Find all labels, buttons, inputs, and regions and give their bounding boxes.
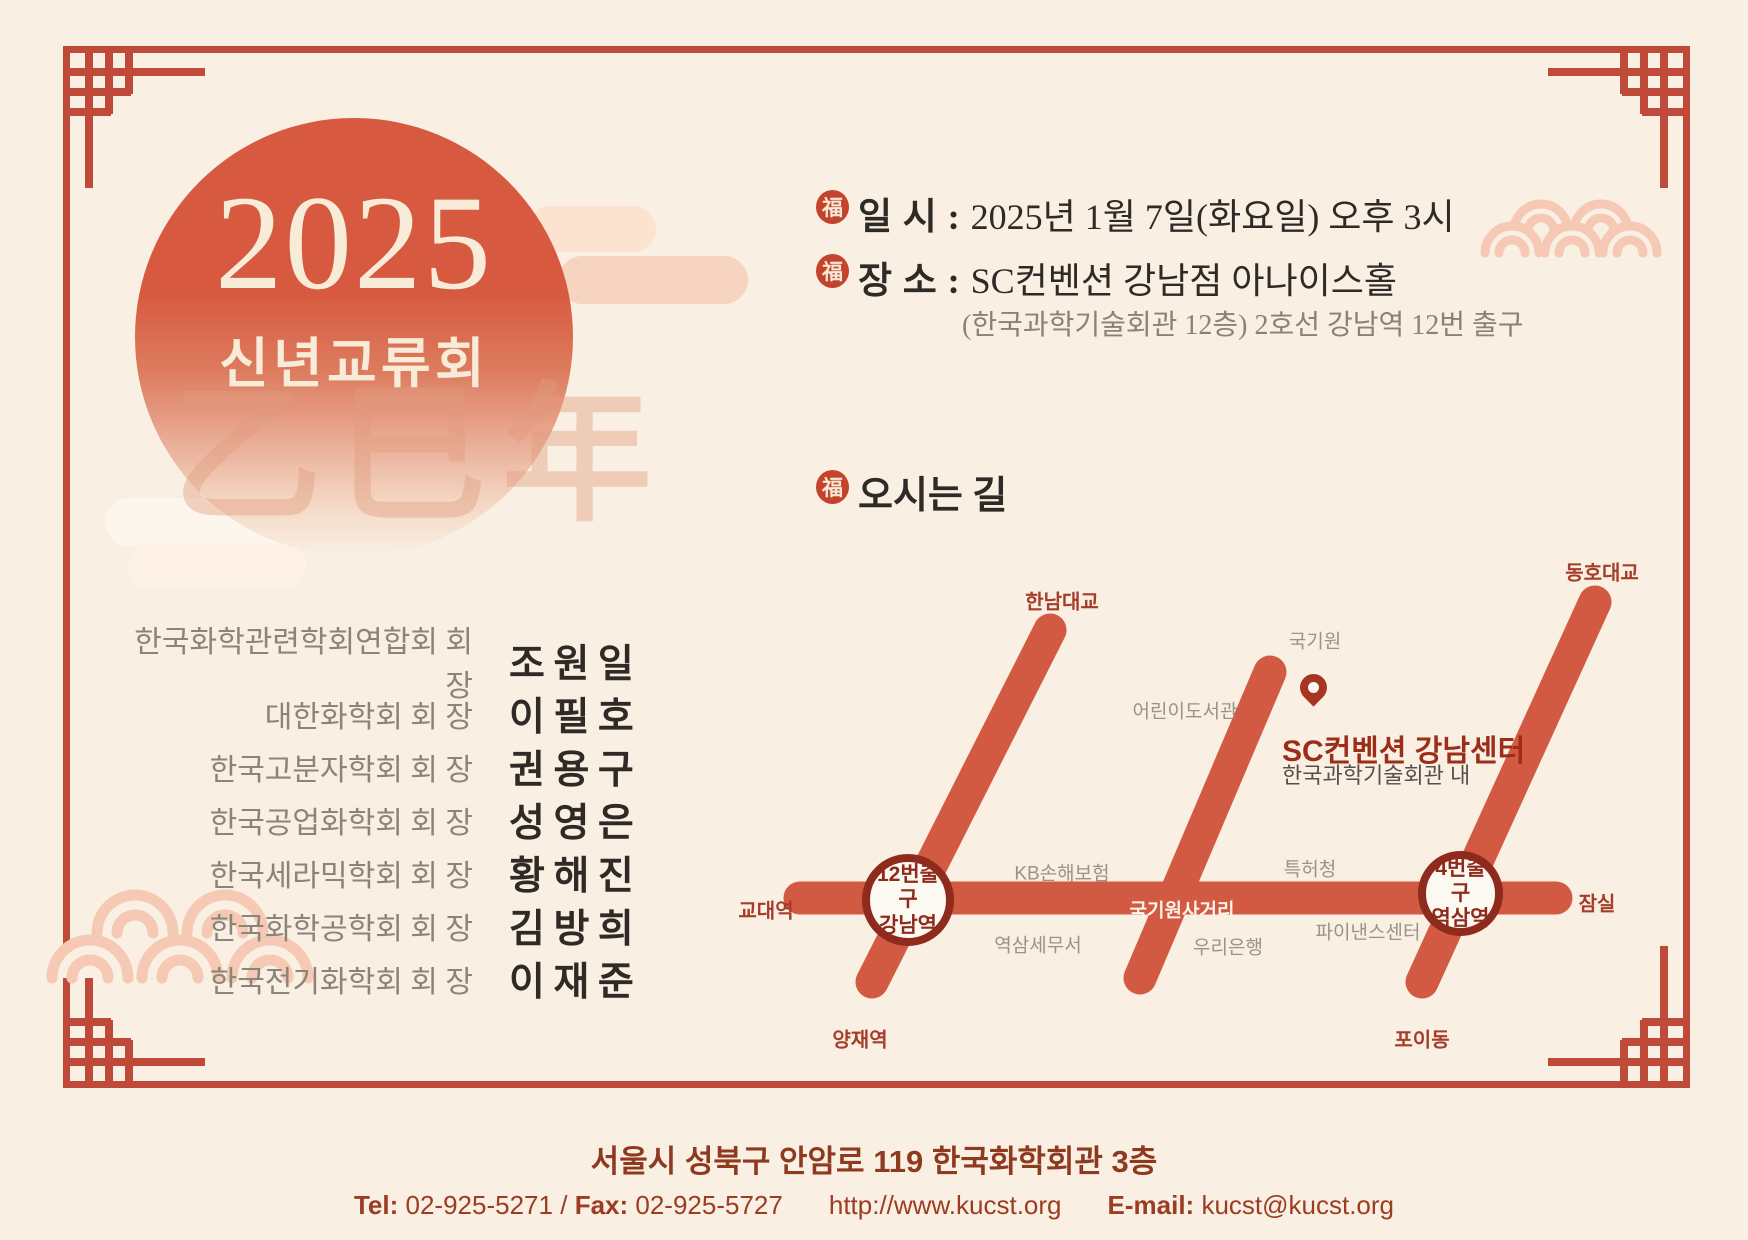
wave-decoration-top-right (1480, 199, 1662, 258)
venue-row: 장 소 : SC컨벤션 강남점 아나이스홀 (858, 250, 1397, 304)
president-name: 이필호 (509, 695, 643, 739)
president-name: 황해진 (509, 854, 643, 898)
president-name: 김방희 (509, 907, 643, 951)
year-text: 2025 (215, 169, 493, 318)
president-name: 성영은 (509, 801, 643, 845)
map-venue-sub: 한국과학기술회관 내 (1282, 763, 1471, 788)
presidents-list: 한국화학관련학회연합회 회 장 조원일 대한화학회 회 장 이필호 한국고분자학… (120, 626, 680, 1005)
list-item: 한국고분자학회 회 장 권용구 (120, 740, 680, 793)
org-label: 한국화학공학회 회 장 (209, 912, 473, 946)
fortune-badge-icon: 福 (816, 190, 849, 224)
map-label-gyodae-station: 교대역 (738, 900, 794, 923)
email-address: kucst@kucst.org (1201, 1190, 1394, 1220)
footer-email: E-mail: kucst@kucst.org (1108, 1190, 1394, 1221)
list-item: 한국전기화학회 회 장 이재준 (120, 952, 680, 1005)
list-item: 한국공업화학회 회 장 성영은 (120, 793, 680, 846)
map-label-hannam-bridge: 한남대교 (1025, 591, 1099, 614)
venue-detail: (한국과학기술회관 12층) 2호선 강남역 12번 출구 (962, 310, 1524, 341)
directions-heading: 오시는 길 (858, 475, 1008, 517)
list-item: 한국화학공학회 회 장 김방희 (120, 899, 680, 952)
map-label-kb-insurance: KB손해보험 (1014, 863, 1110, 885)
org-label: 한국전기화학회 회 장 (209, 965, 473, 999)
map-label-poi-dong: 포이동 (1394, 1029, 1450, 1052)
org-label: 한국공업화학회 회 장 (209, 806, 473, 840)
map-label-childrens-library: 어린이도서관 (1132, 701, 1238, 723)
org-label: 대한화학회 회 장 (264, 700, 473, 734)
venue-label: 장 소 : (858, 261, 961, 302)
president-name: 이재준 (509, 960, 643, 1004)
station-name: 강남역 (879, 913, 937, 937)
pin-dot (1305, 679, 1322, 696)
map-label-dongho-bridge: 동호대교 (1565, 562, 1639, 585)
org-label: 한국고분자학회 회 장 (209, 753, 473, 787)
list-item: 한국화학관련학회연합회 회 장 조원일 (120, 626, 680, 703)
footer-contacts: Tel: 02-925-5271 / Fax: 02-925-5727 http… (0, 1190, 1748, 1221)
datetime-label: 일 시 : (858, 197, 961, 238)
list-item: 대한화학회 회 장 이필호 (120, 687, 680, 740)
map-label-jamsil: 잠실 (1578, 893, 1616, 916)
map-label-kukkiwon-crossing: 국기원사거리 (1129, 900, 1235, 922)
map-label-woori-bank: 우리은행 (1193, 937, 1263, 959)
president-name: 권용구 (509, 748, 643, 792)
cloud-decoration (558, 256, 748, 304)
corner-ornament-top-right (1548, 46, 1690, 188)
venue-value: SC컨벤션 강남점 아나이스홀 (970, 261, 1397, 301)
separator: / (560, 1190, 568, 1220)
datetime-row: 일 시 : 2025년 1월 7일(화요일) 오후 3시 (858, 186, 1455, 240)
station-exit: 4번출구 (1435, 856, 1486, 905)
footer-address: 서울시 성북구 안암로 119 한국화학회관 3층 (590, 1144, 1158, 1179)
tel-label: Tel: (353, 1190, 399, 1220)
map-label-yangjae-station: 양재역 (832, 1029, 888, 1052)
fortune-badge-icon: 福 (816, 254, 849, 288)
map-label-yeoksam-tax: 역삼세무서 (994, 935, 1082, 957)
station-badge-gangnam: 12번출구 강남역 (862, 854, 954, 946)
email-label: E-mail: (1107, 1190, 1195, 1220)
location-pin-icon (1294, 668, 1333, 707)
corner-ornament-top-left (63, 46, 205, 188)
tel-number: 02-925-5271 (405, 1190, 553, 1220)
corner-ornament-bottom-right (1548, 946, 1690, 1088)
poster-title: 신년교류회 (219, 334, 489, 394)
list-item: 한국세라믹학회 회 장 황해진 (120, 846, 680, 899)
datetime-value: 2025년 1월 7일(화요일) 오후 3시 (970, 197, 1455, 237)
sun-circle: 2025 신년교류회 (135, 118, 573, 556)
footer-url: http://www.kucst.org (828, 1190, 1062, 1220)
fax-label: Fax: (574, 1190, 629, 1220)
station-name: 역삼역 (1431, 907, 1490, 931)
president-name: 조원일 (509, 642, 643, 686)
org-label: 한국화학관련학회연합회 회 장 (134, 625, 473, 703)
zodiac-watermark: 乙巳年 (172, 374, 668, 540)
fax-number: 02-925-5727 (635, 1190, 783, 1220)
station-badge-yeoksam: 4번출구 역삼역 (1418, 851, 1503, 936)
footer-phone: Tel: 02-925-5271 / Fax: 02-925-5727 (354, 1190, 783, 1221)
map-label-patent-office: 특허청 (1283, 859, 1337, 881)
station-exit: 12번출구 (877, 863, 939, 912)
cloud-decoration (128, 543, 306, 589)
org-label: 한국세라믹학회 회 장 (209, 859, 473, 893)
map-label-kukkiwon: 국기원 (1288, 631, 1342, 653)
map-label-finance-center: 파이낸스센터 (1315, 922, 1421, 944)
fortune-badge-icon: 福 (816, 470, 849, 504)
